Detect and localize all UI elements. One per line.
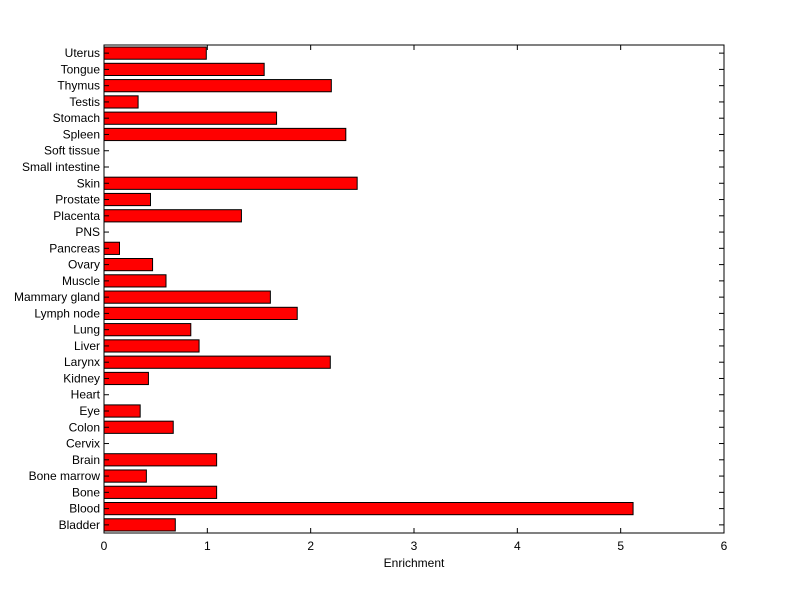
y-tick-label: Muscle [62, 274, 100, 288]
y-tick-label: Blood [69, 502, 100, 516]
y-tick-label: Soft tissue [44, 144, 100, 158]
bar-kidney [103, 371, 149, 386]
bar-larynx [103, 355, 331, 369]
y-tick-label: Thymus [57, 79, 100, 93]
bar-prostate [103, 192, 151, 207]
y-tick-label: Larynx [64, 355, 100, 369]
bar-tongue [103, 62, 265, 76]
bar-skin [103, 176, 358, 190]
y-tick-label: Spleen [63, 127, 100, 141]
x-tick-label: 4 [514, 539, 521, 553]
bar-colon [103, 420, 174, 434]
y-axis-ticks: Uterus Tongue Thymus Testis Stomach Spleen Sof… [14, 46, 724, 532]
y-tick-label: Mammary gland [14, 290, 100, 304]
y-tick-label: Stomach [53, 111, 100, 125]
y-tick-label: Colon [69, 420, 100, 434]
x-tick-label: 0 [101, 539, 108, 553]
bar-spleen [103, 127, 347, 142]
y-tick-label: Prostate [55, 193, 100, 207]
bar-lung [103, 323, 192, 337]
y-tick-label: Testis [69, 95, 100, 109]
bar-bone-marrow [103, 469, 147, 483]
x-tick-label: 1 [204, 539, 211, 553]
y-tick-label: Kidney [63, 371, 100, 385]
y-tick-label: Tongue [61, 62, 101, 76]
bar-stomach [103, 111, 278, 125]
y-tick-label: Pancreas [49, 241, 100, 255]
bar-eye [103, 404, 141, 418]
y-tick-label: Cervix [66, 437, 100, 451]
y-tick-label: Bone marrow [29, 469, 101, 483]
y-tick-label: Heart [71, 388, 101, 402]
x-tick-label: 3 [411, 539, 418, 553]
x-tick-label: 6 [721, 539, 728, 553]
x-axis-label: Enrichment [384, 556, 445, 570]
plot-area [104, 45, 724, 533]
bar-blood [103, 502, 634, 516]
bar-thymus [103, 79, 332, 93]
y-tick-label: Skin [77, 176, 100, 190]
bar-bladder [103, 518, 176, 532]
y-tick-label: Uterus [65, 46, 100, 60]
y-tick-label: Bone [72, 485, 100, 499]
bar-brain [103, 453, 218, 467]
bar-uterus [103, 46, 207, 60]
y-tick-label: Lymph node [34, 306, 100, 320]
y-tick-label: Liver [74, 339, 100, 353]
y-tick-label: Eye [79, 404, 100, 418]
bar-lymph-node [103, 306, 298, 320]
x-axis-ticks: 0 1 2 3 4 5 6 [101, 45, 728, 553]
bar-testis [103, 95, 139, 109]
y-tick-label: Small intestine [22, 160, 100, 174]
y-tick-label: Brain [72, 453, 100, 467]
x-tick-label: 5 [617, 539, 624, 553]
bar-muscle [103, 274, 167, 288]
bar-ovary [103, 258, 154, 272]
bar-bone [103, 485, 218, 499]
y-tick-label: Ovary [68, 258, 100, 272]
bar-placenta [103, 209, 242, 223]
plot-frame [103, 44, 725, 534]
y-tick-label: PNS [75, 225, 100, 239]
x-tick-label: 2 [307, 539, 314, 553]
y-tick-label: Bladder [59, 518, 100, 532]
y-tick-label: Lung [73, 323, 100, 337]
bar-liver [103, 339, 200, 353]
y-tick-label: Placenta [53, 209, 100, 223]
bar-mammary-gland [103, 290, 271, 304]
